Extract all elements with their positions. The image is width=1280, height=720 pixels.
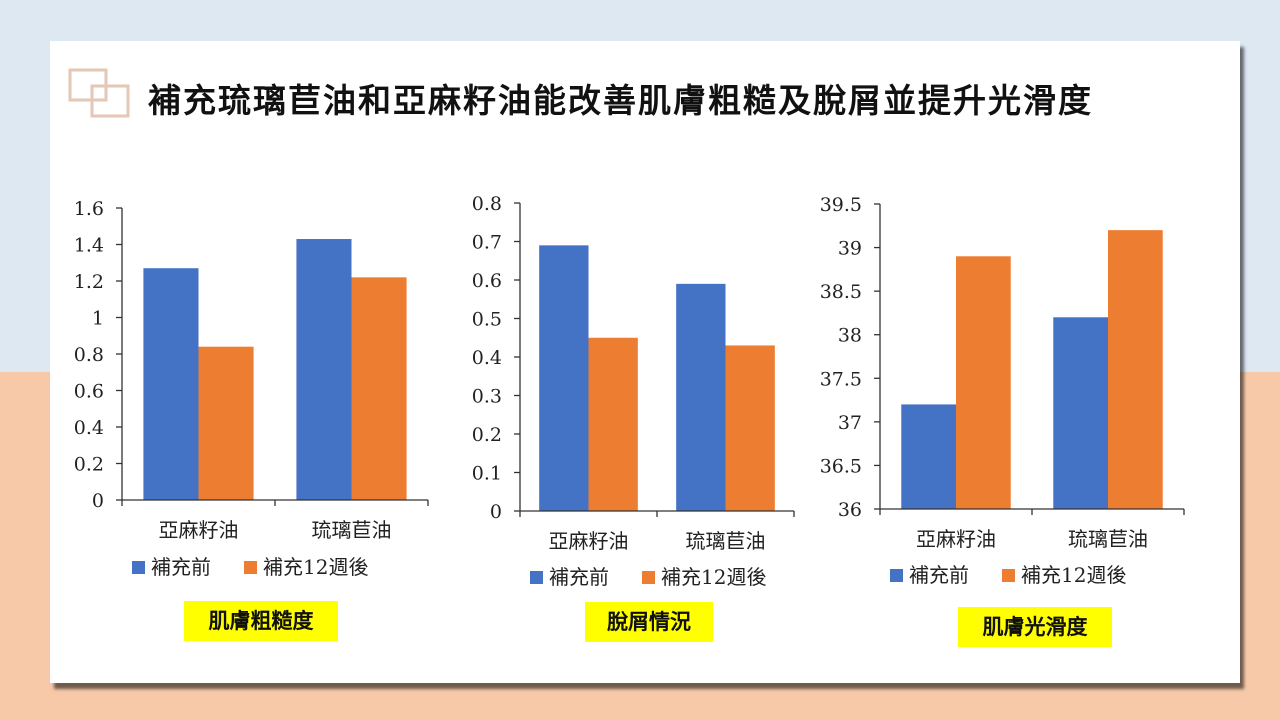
- legend-swatch-before: [530, 571, 543, 584]
- y-tick-label: 0.3: [472, 386, 502, 408]
- bar-borage-before: [1053, 317, 1108, 509]
- bar-flax-after: [198, 346, 254, 500]
- y-tick-label: 39.5: [820, 194, 862, 216]
- y-tick-label: 38: [838, 325, 862, 347]
- chart-title-badge-scaling: 脫屑情況: [585, 602, 713, 642]
- y-tick-label: 37: [838, 412, 862, 434]
- legend-label-after: 補充12週後: [1021, 563, 1126, 587]
- y-tick-label: 0.8: [472, 193, 502, 215]
- bar-flax-before: [539, 245, 589, 511]
- y-tick-label: 0.4: [74, 417, 104, 439]
- legend-label-before: 補充前: [909, 563, 969, 587]
- y-tick-label: 37.5: [820, 368, 862, 390]
- legend-label-after: 補充12週後: [263, 555, 368, 579]
- legend-label-after: 補充12週後: [661, 565, 766, 589]
- legend-swatch-after: [642, 571, 655, 584]
- x-category-label-borage: 琉璃苣油: [1068, 527, 1148, 551]
- y-tick-label: 1.2: [74, 271, 104, 293]
- y-tick-label: 38.5: [820, 281, 862, 303]
- chart-title-badge-smoothness: 肌膚光滑度: [958, 607, 1112, 647]
- legend-swatch-before: [890, 569, 903, 582]
- y-tick-label: 36.5: [820, 455, 862, 477]
- x-category-label-borage: 琉璃苣油: [312, 518, 392, 542]
- y-tick-label: 1.6: [74, 198, 104, 220]
- y-tick-label: 0.1: [472, 463, 502, 485]
- x-category-label-flax: 亞麻籽油: [159, 518, 239, 542]
- bar-flax-after: [956, 256, 1011, 509]
- y-tick-label: 0.5: [472, 309, 502, 331]
- bar-borage-after: [351, 277, 407, 500]
- legend-swatch-after: [244, 561, 257, 574]
- y-tick-label: 0.6: [472, 270, 502, 292]
- y-tick-label: 0.8: [74, 344, 104, 366]
- bar-flax-before: [901, 404, 956, 509]
- y-tick-label: 1: [92, 308, 104, 330]
- legend-label-before: 補充前: [549, 565, 609, 589]
- legend-swatch-after: [1002, 569, 1015, 582]
- x-category-label-flax: 亞麻籽油: [549, 529, 629, 553]
- y-tick-label: 0.2: [74, 454, 104, 476]
- y-tick-label: 0.7: [472, 232, 502, 254]
- y-tick-label: 0.4: [472, 347, 502, 369]
- chart-title-badge-roughness: 肌膚粗糙度: [184, 601, 338, 641]
- y-tick-label: 0: [490, 501, 502, 523]
- bar-flax-before: [143, 268, 199, 500]
- slide-title: 補充琉璃苣油和亞麻籽油能改善肌膚粗糙及脫屑並提升光滑度: [148, 81, 1093, 120]
- y-tick-label: 0: [92, 490, 104, 512]
- bar-borage-after: [725, 345, 775, 511]
- legend-swatch-before: [132, 561, 145, 574]
- double-square-logo-icon: [68, 68, 130, 118]
- legend-label-before: 補充前: [151, 555, 211, 579]
- y-tick-label: 39: [838, 238, 862, 260]
- x-category-label-flax: 亞麻籽油: [916, 527, 996, 551]
- bar-borage-before: [296, 239, 352, 500]
- y-tick-label: 0.6: [74, 381, 104, 403]
- x-category-label-borage: 琉璃苣油: [686, 529, 766, 553]
- bar-borage-before: [676, 283, 726, 511]
- bar-flax-after: [588, 337, 638, 511]
- y-tick-label: 0.2: [472, 424, 502, 446]
- y-tick-label: 1.4: [74, 235, 104, 257]
- y-tick-label: 36: [838, 499, 862, 521]
- bar-borage-after: [1108, 230, 1163, 509]
